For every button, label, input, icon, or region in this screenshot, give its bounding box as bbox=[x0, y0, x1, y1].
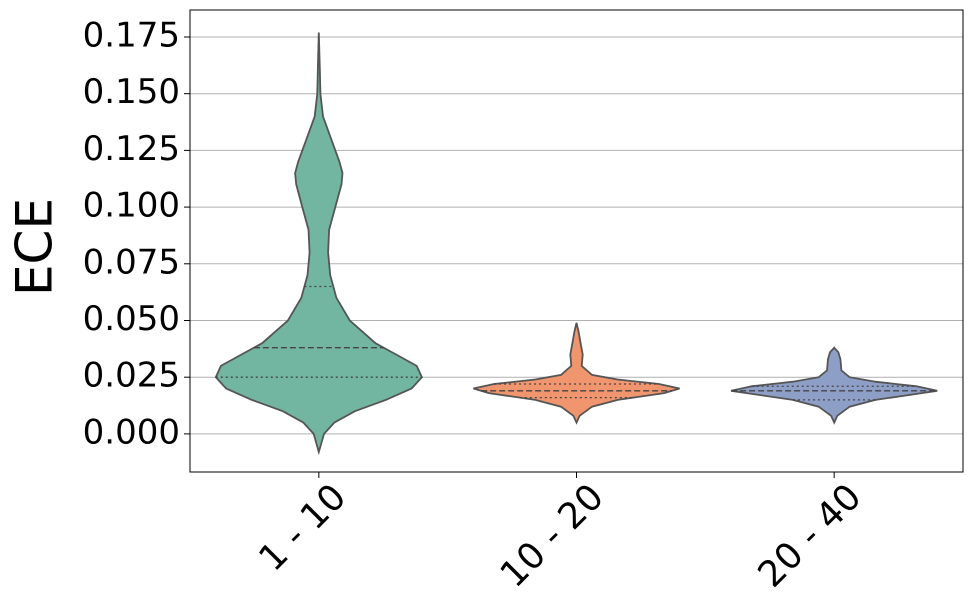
y-tick-label: 0.150 bbox=[83, 72, 180, 112]
y-tick-label: 0.075 bbox=[83, 242, 180, 282]
y-axis-label: ECE bbox=[6, 198, 64, 296]
y-tick-label: 0.175 bbox=[83, 15, 180, 55]
y-tick-label: 0.100 bbox=[83, 186, 180, 226]
violin bbox=[214, 32, 423, 456]
violin bbox=[473, 322, 680, 425]
y-tick-label: 0.125 bbox=[83, 129, 180, 169]
plot-frame bbox=[189, 9, 964, 473]
violin bbox=[730, 346, 938, 425]
x-tick-label: 10 - 20 bbox=[493, 476, 612, 595]
x-tick-label: 1 - 10 bbox=[251, 476, 354, 579]
y-tick-label: 0.025 bbox=[83, 356, 180, 396]
x-tick-label: 20 - 40 bbox=[750, 476, 869, 595]
y-tick-label: 0.050 bbox=[83, 299, 180, 339]
y-tick-label: 0.000 bbox=[83, 412, 180, 452]
